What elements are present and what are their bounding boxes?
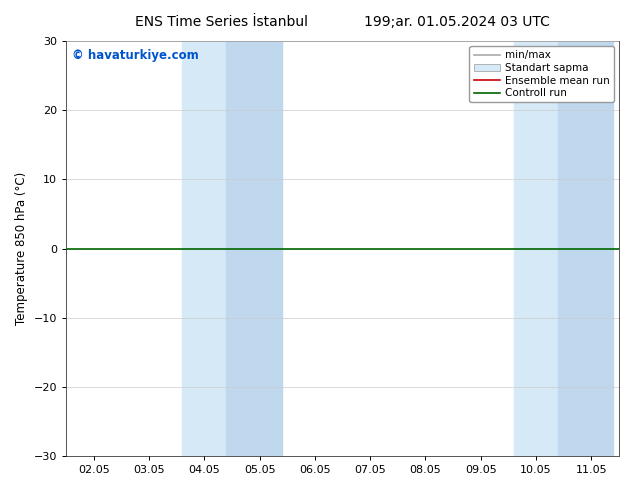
Text: © havaturkiye.com: © havaturkiye.com [72, 49, 198, 62]
Bar [514, 41, 558, 456]
Bar [558, 41, 614, 456]
Y-axis label: Temperature 850 hPa (°C): Temperature 850 hPa (°C) [15, 172, 28, 325]
Legend: min/max, Standart sapma, Ensemble mean run, Controll run: min/max, Standart sapma, Ensemble mean r… [469, 46, 614, 102]
Text: 199;ar. 01.05.2024 03 UTC: 199;ar. 01.05.2024 03 UTC [363, 15, 550, 29]
Text: ENS Time Series İstanbul: ENS Time Series İstanbul [136, 15, 308, 29]
Bar [226, 41, 281, 456]
Bar [182, 41, 226, 456]
